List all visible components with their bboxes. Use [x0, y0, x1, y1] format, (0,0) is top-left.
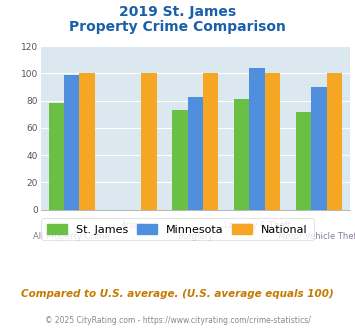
Bar [141, 74, 157, 210]
Text: © 2025 CityRating.com - https://www.cityrating.com/crime-statistics/: © 2025 CityRating.com - https://www.city… [45, 316, 310, 325]
Bar [249, 68, 265, 210]
Bar [203, 74, 218, 210]
Bar [80, 74, 95, 210]
Text: Arson: Arson [121, 221, 146, 230]
Text: Property Crime Comparison: Property Crime Comparison [69, 20, 286, 34]
Bar [327, 74, 342, 210]
Text: Motor Vehicle Theft: Motor Vehicle Theft [278, 232, 355, 242]
Legend: St. James, Minnesota, National: St. James, Minnesota, National [42, 218, 313, 240]
Bar [64, 75, 80, 210]
Bar [311, 87, 327, 210]
Bar [187, 97, 203, 210]
Bar [296, 112, 311, 210]
Text: All Property Crime: All Property Crime [33, 232, 110, 242]
Text: Burglary: Burglary [177, 232, 213, 242]
Bar [234, 99, 249, 210]
Bar [172, 110, 187, 210]
Text: Compared to U.S. average. (U.S. average equals 100): Compared to U.S. average. (U.S. average … [21, 289, 334, 299]
Text: Larceny & Theft: Larceny & Theft [224, 221, 290, 230]
Bar [265, 74, 280, 210]
Bar [49, 103, 64, 210]
Text: 2019 St. James: 2019 St. James [119, 5, 236, 19]
